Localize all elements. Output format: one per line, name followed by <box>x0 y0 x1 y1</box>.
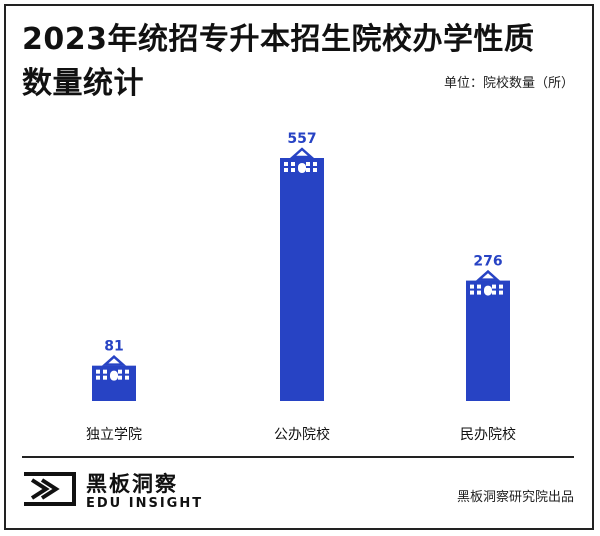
window-icon <box>103 375 107 380</box>
window-icon <box>125 375 129 380</box>
chart-title: 2023年统招专升本招生院校办学性质数量统计 <box>22 22 535 101</box>
data-label: 276 <box>473 254 502 270</box>
bar-group <box>280 147 324 401</box>
window-icon <box>125 369 129 374</box>
window-icon <box>306 168 310 172</box>
roof-icon <box>289 147 315 159</box>
window-icon <box>492 284 496 289</box>
window-icon <box>96 369 100 374</box>
window-icon <box>96 375 100 380</box>
window-icon <box>492 290 496 295</box>
window-icon <box>477 284 481 289</box>
window-icon <box>499 284 503 289</box>
data-label: 557 <box>287 131 316 147</box>
window-icon <box>306 162 310 166</box>
category-label: 民办院校 <box>460 426 516 443</box>
bar-group <box>466 269 510 401</box>
category-label: 公办院校 <box>274 426 330 443</box>
window-icon <box>291 168 295 172</box>
door-icon <box>484 285 492 296</box>
window-icon <box>284 162 288 166</box>
window-icon <box>118 369 122 374</box>
edu-insight-logo-icon <box>24 472 76 506</box>
roof-icon <box>101 354 127 366</box>
unit-label: 单位：院校数量（所） <box>443 76 574 91</box>
window-icon <box>284 168 288 172</box>
window-icon <box>313 162 317 166</box>
category-label: 独立学院 <box>86 427 142 443</box>
bar <box>466 280 510 401</box>
brand-name-en: EDU INSIGHT <box>86 496 204 511</box>
window-icon <box>313 168 317 172</box>
window-icon <box>470 290 474 295</box>
door-icon <box>298 163 306 173</box>
bar-group <box>92 354 136 401</box>
credit-text: 黑板洞察研究院出品 <box>456 490 574 505</box>
window-icon <box>103 369 107 374</box>
roof-icon <box>475 269 501 281</box>
data-label: 81 <box>104 339 123 355</box>
window-icon <box>477 290 481 295</box>
door-icon <box>110 370 118 381</box>
window-icon <box>499 290 503 295</box>
window-icon <box>291 162 295 166</box>
footer-divider <box>22 456 574 458</box>
bar <box>280 158 324 401</box>
window-icon <box>118 375 122 380</box>
brand-name-cn: 黑板洞察 <box>86 472 178 496</box>
window-icon <box>470 284 474 289</box>
